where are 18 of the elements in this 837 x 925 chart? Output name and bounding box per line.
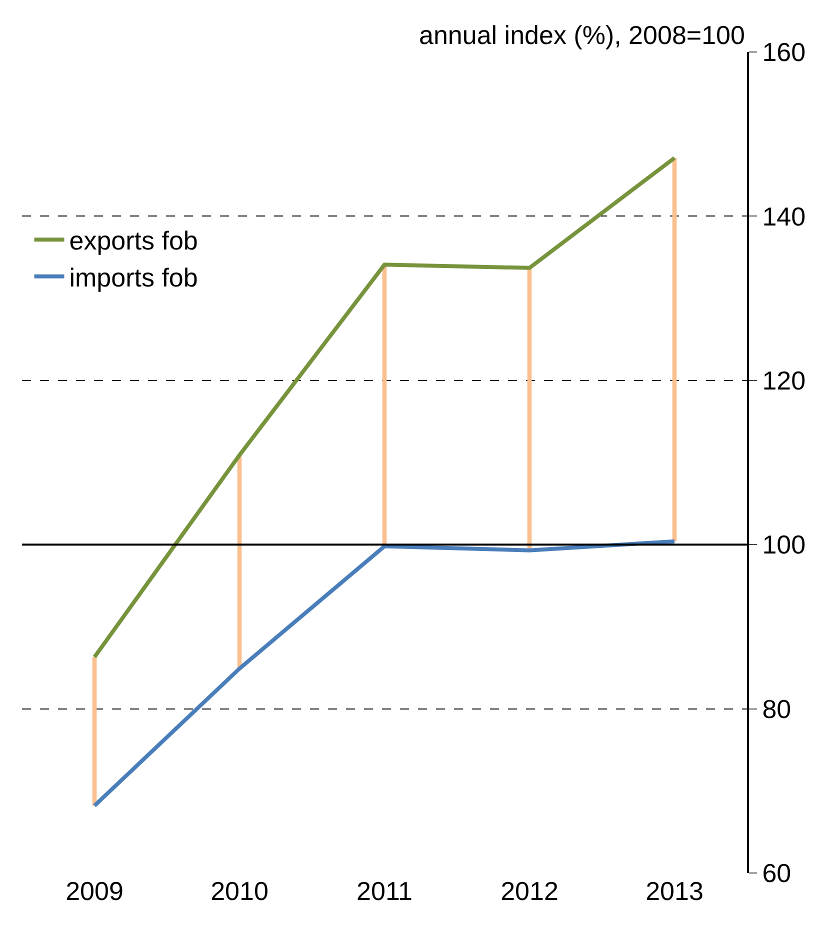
x-tick-label: 2012 (500, 876, 558, 906)
y-tick-label: 140 (762, 201, 806, 232)
y-tick-label: 120 (762, 366, 806, 396)
x-tick-label: 2013 (646, 876, 704, 906)
legend-label: imports fob (69, 262, 198, 293)
bar (92, 657, 97, 806)
x-tick-label: 2011 (356, 876, 412, 906)
y-tick-label: 80 (762, 694, 792, 724)
bar (672, 158, 677, 542)
bar (527, 268, 532, 550)
y-axis-title: annual index (%), 2008=100 (419, 20, 745, 50)
x-tick-label: 2009 (66, 876, 124, 906)
line-series (92, 539, 676, 808)
y-tick-label: 160 (762, 37, 806, 68)
x-tick-label: 2010 (210, 876, 268, 906)
y-tick-label: 60 (762, 858, 792, 888)
legend-label: exports fob (69, 226, 198, 256)
y-tick-label: 100 (762, 530, 806, 560)
